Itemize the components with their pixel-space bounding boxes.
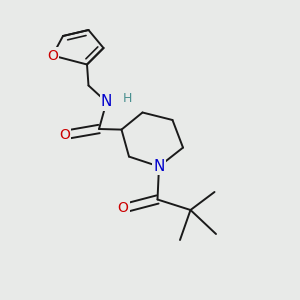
- Text: O: O: [47, 49, 58, 62]
- Text: O: O: [118, 202, 128, 215]
- Text: O: O: [59, 128, 70, 142]
- Text: N: N: [153, 159, 165, 174]
- Text: N: N: [101, 94, 112, 110]
- Text: H: H: [123, 92, 132, 105]
